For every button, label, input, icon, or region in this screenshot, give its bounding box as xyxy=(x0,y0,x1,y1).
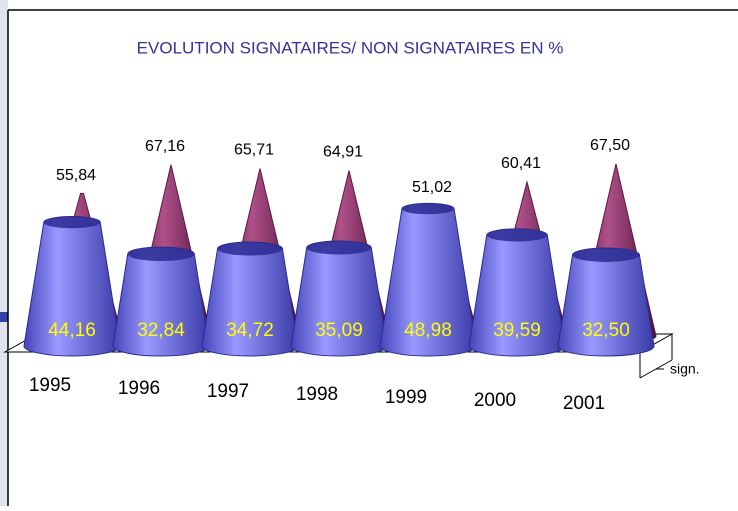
x-tick-label: 1996 xyxy=(118,378,160,399)
value-label: 65,71 xyxy=(234,142,274,159)
cone-top xyxy=(43,216,101,229)
slide-accent xyxy=(0,312,8,322)
value-label: 48,98 xyxy=(404,320,452,341)
value-label: 67,16 xyxy=(145,138,185,155)
x-tick-label: 2000 xyxy=(474,390,516,411)
slide-edge xyxy=(0,0,8,506)
cone-top xyxy=(217,242,283,256)
x-tick-label: 1999 xyxy=(385,387,427,408)
x-tick-label: 1995 xyxy=(29,375,71,396)
value-label: 32,50 xyxy=(582,320,630,341)
value-label: 35,09 xyxy=(315,320,363,341)
cone-top xyxy=(127,247,195,261)
x-tick-label: 1997 xyxy=(207,381,249,402)
cone-top xyxy=(486,228,548,242)
value-label: 39,59 xyxy=(493,320,541,341)
value-label: 67,50 xyxy=(590,137,630,154)
value-label: 64,91 xyxy=(323,144,363,161)
value-label: 44,16 xyxy=(48,320,96,341)
value-label: 51,02 xyxy=(412,179,452,196)
x-tick-label: 2001 xyxy=(563,393,605,414)
value-label: 60,41 xyxy=(501,155,541,172)
value-label: 34,72 xyxy=(226,320,274,341)
cone-top xyxy=(401,203,455,215)
x-tick-label: 1998 xyxy=(296,384,338,405)
cone-top xyxy=(80,193,84,194)
depth-label: sign. xyxy=(670,361,700,377)
cone-top xyxy=(572,248,640,262)
value-label: 32,84 xyxy=(137,320,185,341)
chart-title: EVOLUTION SIGNATAIRES/ NON SIGNATAIRES E… xyxy=(137,38,564,57)
value-label: 55,84 xyxy=(56,167,96,184)
cone-top xyxy=(306,241,372,255)
